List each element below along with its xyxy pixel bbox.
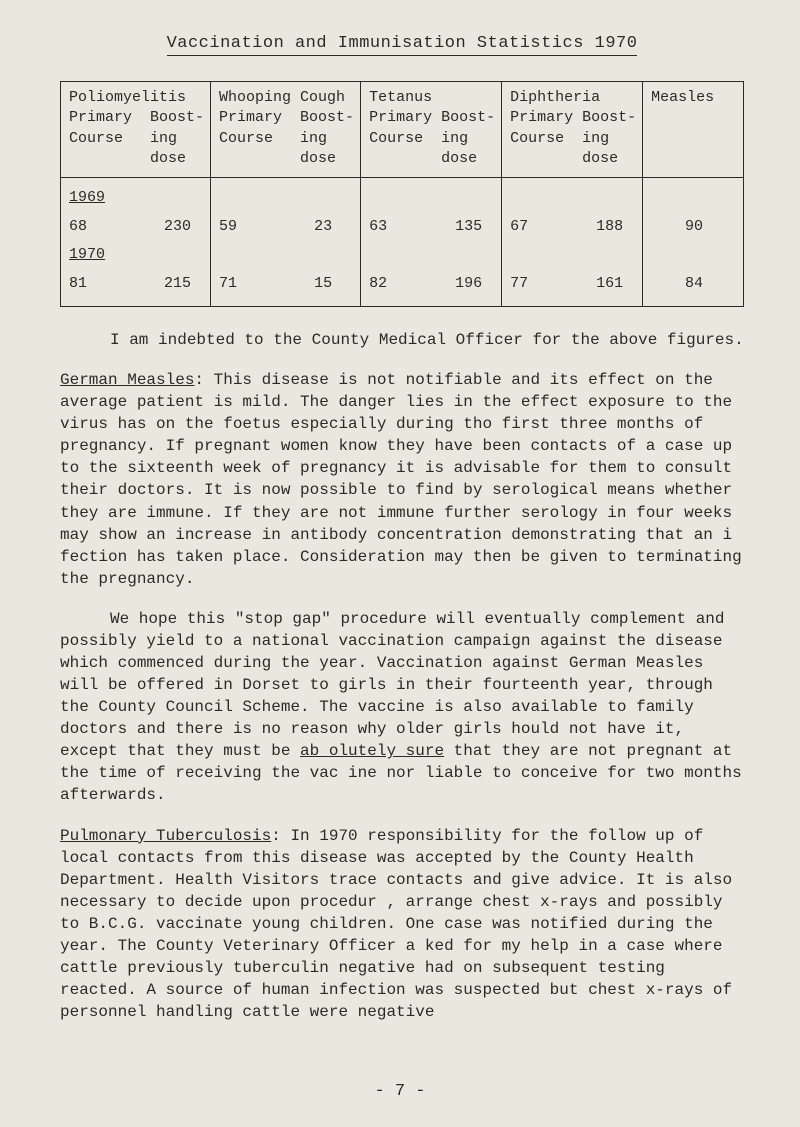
- table-header-row: Poliomyelitis Primary Boost- Course ing …: [61, 82, 744, 178]
- page-title: Vaccination and Immunisation Statistics …: [60, 34, 744, 53]
- stats-table: Poliomyelitis Primary Boost- Course ing …: [60, 81, 744, 307]
- col-tetanus: Tetanus Primary Boost- Course ing dose: [361, 82, 502, 178]
- year-1970: 1970: [69, 241, 204, 270]
- para-stop-gap: We hope this "stop gap" procedure will e…: [60, 608, 744, 807]
- para-german-measles: German Measles: This disease is not noti…: [60, 369, 744, 590]
- year-1969: 1969: [69, 184, 204, 213]
- page-number: - 7 -: [0, 1082, 800, 1101]
- german-measles-heading: German Measles: [60, 371, 194, 389]
- para-tuberculosis: Pulmonary Tuberculosis: In 1970 responsi…: [60, 825, 744, 1024]
- col-whooping: Whooping Cough Primary Boost- Course ing…: [211, 82, 361, 178]
- col-diphtheria: Diphtheria Primary Boost- Course ing dos…: [502, 82, 643, 178]
- col-measles: Measles: [643, 82, 744, 178]
- title-text: Vaccination and Immunisation Statistics …: [167, 34, 638, 56]
- para-credit: I am indebted to the County Medical Offi…: [60, 329, 744, 351]
- col-polio: Poliomyelitis Primary Boost- Course ing …: [61, 82, 211, 178]
- tuberculosis-heading: Pulmonary Tuberculosis: [60, 827, 271, 845]
- table-data-row: 1969 68230 1970 81215 5923 7115 63135 82…: [61, 178, 744, 307]
